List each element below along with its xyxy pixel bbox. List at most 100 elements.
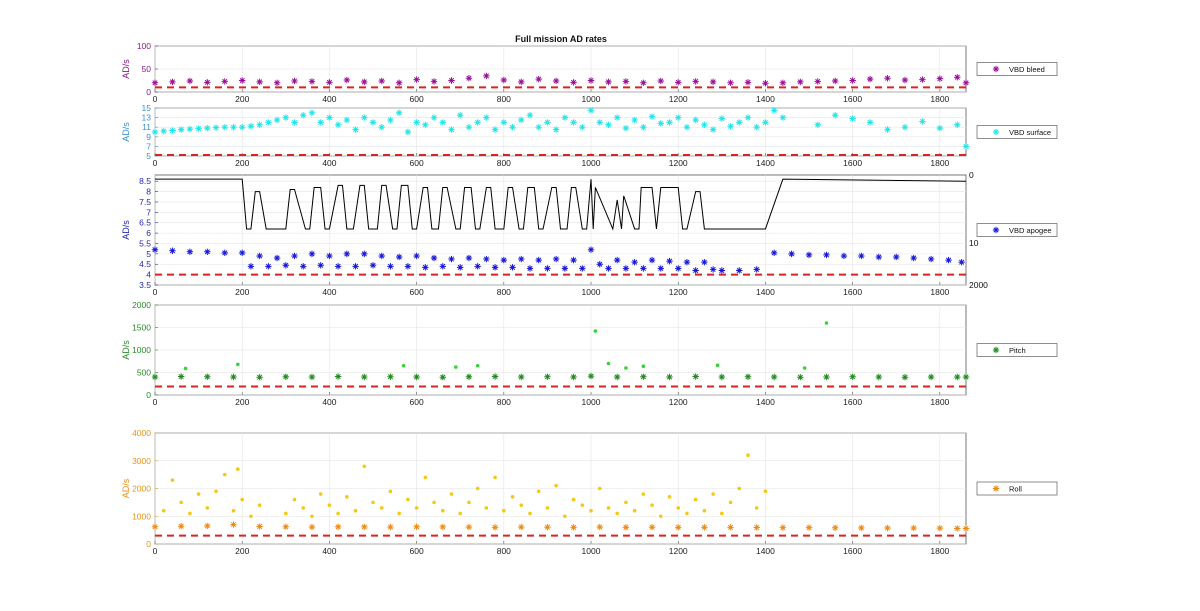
data-point <box>718 267 726 274</box>
data-point <box>500 119 508 126</box>
data-point <box>901 76 909 84</box>
data-point <box>430 254 438 262</box>
data-point <box>169 127 176 134</box>
y-tick-label: 7 <box>146 141 151 151</box>
x-tick-label: 200 <box>235 94 249 104</box>
y-axis-label: AD/s <box>121 122 131 142</box>
y-tick-label: 2000 <box>132 300 151 310</box>
data-point <box>788 250 795 258</box>
data-point <box>188 511 192 516</box>
data-point <box>744 114 752 121</box>
data-point <box>875 373 882 381</box>
data-point <box>587 372 595 380</box>
data-point <box>177 373 185 380</box>
data-point <box>204 373 211 380</box>
data-point <box>919 76 926 83</box>
x-tick-label: 800 <box>497 397 511 407</box>
data-point <box>257 503 262 507</box>
legend-marker <box>992 485 1000 492</box>
data-point <box>161 508 166 513</box>
x-tick-label: 800 <box>497 94 511 104</box>
y-axis-label: AD/s <box>121 478 131 498</box>
data-point <box>387 523 394 531</box>
y-tick-label: 50 <box>142 64 152 74</box>
data-point <box>291 252 298 260</box>
data-point <box>379 506 384 510</box>
data-point <box>239 249 246 257</box>
data-point <box>954 121 961 128</box>
data-point <box>448 77 455 84</box>
legend: Roll <box>976 481 1058 496</box>
data-point <box>744 79 752 86</box>
data-point <box>875 253 882 261</box>
data-point <box>334 263 342 270</box>
data-point <box>544 373 551 380</box>
data-point <box>797 374 804 381</box>
data-point <box>962 143 970 150</box>
data-point <box>571 497 576 502</box>
data-point <box>605 265 612 272</box>
data-point <box>282 373 290 380</box>
x-tick-label: 400 <box>322 94 336 104</box>
data-point <box>648 113 656 120</box>
data-point <box>658 514 663 519</box>
data-point <box>927 255 935 263</box>
data-point <box>824 321 829 325</box>
data-point <box>936 75 944 82</box>
data-point <box>526 112 534 119</box>
data-point <box>849 77 856 84</box>
data-point <box>371 500 375 505</box>
data-point <box>701 121 708 128</box>
data-point <box>554 483 558 488</box>
data-point <box>753 124 760 131</box>
data-point <box>395 109 403 116</box>
data-point <box>666 119 673 126</box>
data-point <box>440 508 445 513</box>
data-point <box>606 506 611 510</box>
data-point <box>945 256 952 264</box>
data-point <box>336 511 340 516</box>
data-point <box>720 511 724 516</box>
data-point <box>709 126 717 133</box>
data-point <box>308 373 316 381</box>
data-point <box>196 492 201 496</box>
data-point <box>439 119 446 126</box>
data-point <box>186 77 194 85</box>
data-point <box>308 250 316 258</box>
data-point <box>282 262 290 269</box>
legend-label: Roll <box>1009 485 1022 494</box>
data-point <box>770 107 778 114</box>
data-point <box>701 524 708 531</box>
data-point <box>552 126 560 133</box>
legend-label: Pitch <box>1009 346 1026 355</box>
data-point <box>802 366 807 370</box>
y-axis-label: AD/s <box>121 59 131 79</box>
data-point <box>169 247 176 254</box>
data-point <box>736 119 743 126</box>
x-tick-label: 1600 <box>843 546 862 556</box>
data-point <box>631 258 638 266</box>
x-tick-label: 200 <box>235 158 249 168</box>
data-point <box>334 121 342 128</box>
data-point <box>650 503 654 507</box>
plot-area <box>154 107 967 157</box>
data-point <box>763 489 768 494</box>
data-point <box>300 263 307 270</box>
data-point <box>762 80 769 87</box>
data-point <box>561 114 569 121</box>
x-tick-label: 0 <box>153 94 158 104</box>
series-roll <box>151 521 970 532</box>
data-point <box>641 364 646 369</box>
data-point <box>884 524 891 532</box>
data-point <box>151 373 159 381</box>
x-tick-label: 1200 <box>669 287 688 297</box>
data-point <box>702 508 707 513</box>
data-point <box>849 373 856 380</box>
data-point <box>648 524 656 531</box>
data-point <box>570 256 577 264</box>
data-point <box>518 373 525 381</box>
data-point <box>544 524 551 531</box>
data-point <box>160 127 167 135</box>
data-point <box>334 373 342 380</box>
data-point <box>326 79 333 86</box>
